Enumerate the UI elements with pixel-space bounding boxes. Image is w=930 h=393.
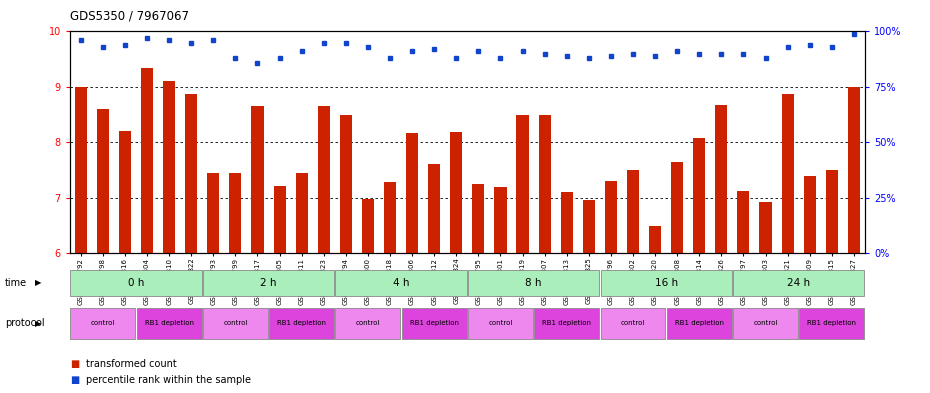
Bar bbox=[516, 115, 528, 253]
Bar bbox=[737, 191, 750, 253]
Text: 0 h: 0 h bbox=[127, 277, 144, 288]
Bar bbox=[119, 131, 131, 253]
Text: RB1 depletion: RB1 depletion bbox=[542, 320, 591, 326]
Text: 24 h: 24 h bbox=[787, 277, 810, 288]
Bar bbox=[826, 170, 838, 253]
Bar bbox=[848, 87, 860, 253]
Bar bbox=[362, 199, 374, 253]
Bar bbox=[71, 270, 202, 296]
Text: transformed count: transformed count bbox=[86, 358, 178, 369]
Bar bbox=[336, 308, 401, 339]
Text: control: control bbox=[753, 320, 777, 326]
Bar bbox=[336, 270, 467, 296]
Bar bbox=[781, 94, 793, 253]
Bar bbox=[273, 186, 286, 253]
Bar bbox=[269, 308, 334, 339]
Bar bbox=[97, 109, 109, 253]
Text: RB1 depletion: RB1 depletion bbox=[675, 320, 724, 326]
Text: RB1 depletion: RB1 depletion bbox=[410, 320, 458, 326]
Bar bbox=[468, 308, 533, 339]
Bar bbox=[137, 308, 202, 339]
Bar bbox=[693, 138, 705, 253]
Bar bbox=[468, 270, 599, 296]
Bar bbox=[733, 270, 864, 296]
Bar bbox=[649, 226, 661, 253]
Text: ■: ■ bbox=[70, 358, 79, 369]
Bar bbox=[495, 187, 507, 253]
Text: 2 h: 2 h bbox=[260, 277, 277, 288]
Bar bbox=[627, 170, 639, 253]
Bar bbox=[561, 193, 573, 253]
Bar bbox=[583, 200, 595, 253]
Text: ■: ■ bbox=[70, 375, 79, 386]
Bar bbox=[760, 202, 772, 253]
Bar bbox=[296, 173, 308, 253]
Text: percentile rank within the sample: percentile rank within the sample bbox=[86, 375, 251, 386]
Text: control: control bbox=[488, 320, 512, 326]
Bar bbox=[203, 308, 268, 339]
Bar bbox=[384, 182, 396, 253]
Bar bbox=[71, 308, 136, 339]
Bar bbox=[667, 308, 732, 339]
Text: GDS5350 / 7967067: GDS5350 / 7967067 bbox=[70, 10, 189, 23]
Bar bbox=[207, 173, 219, 253]
Text: ▶: ▶ bbox=[35, 319, 42, 328]
Text: 16 h: 16 h bbox=[655, 277, 678, 288]
Text: RB1 depletion: RB1 depletion bbox=[145, 320, 193, 326]
Text: 8 h: 8 h bbox=[525, 277, 542, 288]
Bar bbox=[733, 308, 798, 339]
Bar bbox=[799, 308, 864, 339]
Text: ▶: ▶ bbox=[35, 278, 42, 287]
Bar bbox=[141, 68, 153, 253]
Bar bbox=[538, 115, 551, 253]
Text: control: control bbox=[621, 320, 645, 326]
Bar bbox=[230, 173, 242, 253]
Text: control: control bbox=[91, 320, 115, 326]
Bar bbox=[534, 308, 599, 339]
Text: RB1 depletion: RB1 depletion bbox=[277, 320, 326, 326]
Text: control: control bbox=[223, 320, 247, 326]
Bar bbox=[671, 162, 684, 253]
Text: 4 h: 4 h bbox=[392, 277, 409, 288]
Bar bbox=[450, 132, 462, 253]
Text: protocol: protocol bbox=[5, 318, 45, 328]
Bar bbox=[163, 81, 175, 253]
Bar bbox=[185, 94, 197, 253]
Bar bbox=[339, 115, 352, 253]
Bar bbox=[601, 270, 732, 296]
Bar bbox=[804, 176, 816, 253]
Text: control: control bbox=[356, 320, 380, 326]
Bar bbox=[715, 105, 727, 253]
Bar bbox=[74, 87, 86, 253]
Bar bbox=[428, 163, 440, 253]
Bar bbox=[251, 107, 263, 253]
Bar bbox=[402, 308, 467, 339]
Bar bbox=[604, 181, 617, 253]
Bar bbox=[472, 184, 485, 253]
Bar bbox=[601, 308, 666, 339]
Bar bbox=[406, 133, 419, 253]
Bar bbox=[318, 107, 330, 253]
Bar bbox=[203, 270, 334, 296]
Text: time: time bbox=[5, 277, 27, 288]
Text: RB1 depletion: RB1 depletion bbox=[807, 320, 857, 326]
